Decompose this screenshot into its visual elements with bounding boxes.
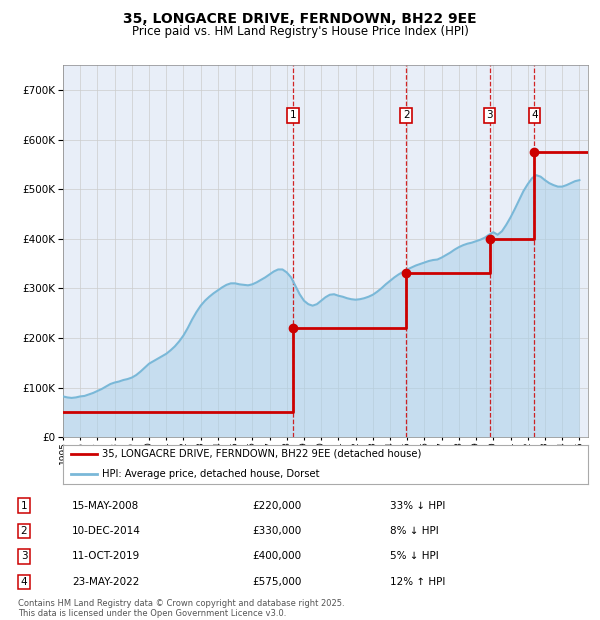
Text: Contains HM Land Registry data © Crown copyright and database right 2025.
This d: Contains HM Land Registry data © Crown c… <box>18 599 344 618</box>
Text: 1: 1 <box>290 110 296 120</box>
Text: Price paid vs. HM Land Registry's House Price Index (HPI): Price paid vs. HM Land Registry's House … <box>131 25 469 38</box>
Text: £330,000: £330,000 <box>252 526 301 536</box>
Text: 35, LONGACRE DRIVE, FERNDOWN, BH22 9EE (detached house): 35, LONGACRE DRIVE, FERNDOWN, BH22 9EE (… <box>103 449 422 459</box>
Text: £400,000: £400,000 <box>252 551 301 562</box>
Text: 12% ↑ HPI: 12% ↑ HPI <box>390 577 445 587</box>
Text: 35, LONGACRE DRIVE, FERNDOWN, BH22 9EE: 35, LONGACRE DRIVE, FERNDOWN, BH22 9EE <box>123 12 477 27</box>
Text: HPI: Average price, detached house, Dorset: HPI: Average price, detached house, Dors… <box>103 469 320 479</box>
Text: 33% ↓ HPI: 33% ↓ HPI <box>390 500 445 511</box>
Text: £220,000: £220,000 <box>252 500 301 511</box>
Text: 3: 3 <box>486 110 493 120</box>
Text: 5% ↓ HPI: 5% ↓ HPI <box>390 551 439 562</box>
Text: 4: 4 <box>20 577 28 587</box>
Text: 8% ↓ HPI: 8% ↓ HPI <box>390 526 439 536</box>
Text: 3: 3 <box>20 551 28 562</box>
Text: 11-OCT-2019: 11-OCT-2019 <box>72 551 140 562</box>
Text: £575,000: £575,000 <box>252 577 301 587</box>
Text: 10-DEC-2014: 10-DEC-2014 <box>72 526 141 536</box>
Text: 23-MAY-2022: 23-MAY-2022 <box>72 577 139 587</box>
Text: 1: 1 <box>20 500 28 511</box>
Text: 2: 2 <box>403 110 410 120</box>
Text: 2: 2 <box>20 526 28 536</box>
Text: 4: 4 <box>531 110 538 120</box>
Text: 15-MAY-2008: 15-MAY-2008 <box>72 500 139 511</box>
